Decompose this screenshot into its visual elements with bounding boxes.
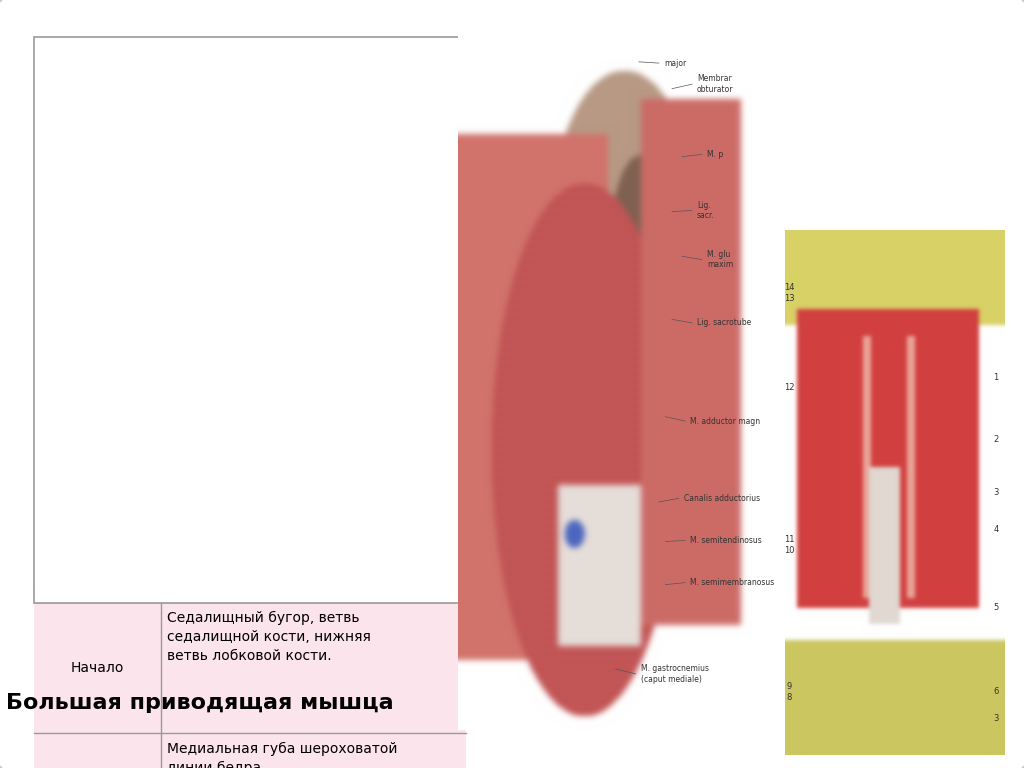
Text: M. semitendinosus: M. semitendinosus xyxy=(690,536,762,545)
Text: M. gastrocnemius
(caput mediale): M. gastrocnemius (caput mediale) xyxy=(641,664,709,684)
Text: M. semimembranosus: M. semimembranosus xyxy=(690,578,774,587)
Text: 3: 3 xyxy=(993,488,998,497)
Text: M. adductor magn: M. adductor magn xyxy=(690,416,761,425)
Text: 5: 5 xyxy=(993,604,998,613)
Text: major: major xyxy=(664,58,686,68)
Text: Membrar
obturator: Membrar obturator xyxy=(697,74,733,94)
Text: 9
8: 9 8 xyxy=(786,682,793,702)
Bar xyxy=(34,37,466,603)
Text: 1: 1 xyxy=(993,372,998,382)
Text: Canalis adductorius: Canalis adductorius xyxy=(684,494,760,503)
Text: 12: 12 xyxy=(784,383,795,392)
Text: Большая приводящая мышца: Большая приводящая мышца xyxy=(6,693,393,713)
Text: 4: 4 xyxy=(993,525,998,534)
Bar xyxy=(34,603,466,733)
Bar xyxy=(34,733,466,768)
Text: 11
10: 11 10 xyxy=(784,535,795,554)
Text: M. glu
maxim: M. glu maxim xyxy=(707,250,733,270)
Text: Начало: Начало xyxy=(71,661,124,675)
Text: Медиальная губа шероховатой
линии бедра.: Медиальная губа шероховатой линии бедра. xyxy=(167,741,397,768)
Text: Седалищный бугор, ветвь
седалищной кости, нижняя
ветвь лобковой кости.: Седалищный бугор, ветвь седалищной кости… xyxy=(167,611,371,663)
Text: 3: 3 xyxy=(993,713,998,723)
Text: 2: 2 xyxy=(993,435,998,445)
Text: Lig.
sacr.: Lig. sacr. xyxy=(697,200,715,220)
Text: Lig. sacrotube: Lig. sacrotube xyxy=(697,319,752,327)
Text: M. p: M. p xyxy=(707,150,723,159)
Text: 6: 6 xyxy=(993,687,998,697)
Text: 14
13: 14 13 xyxy=(784,283,795,303)
